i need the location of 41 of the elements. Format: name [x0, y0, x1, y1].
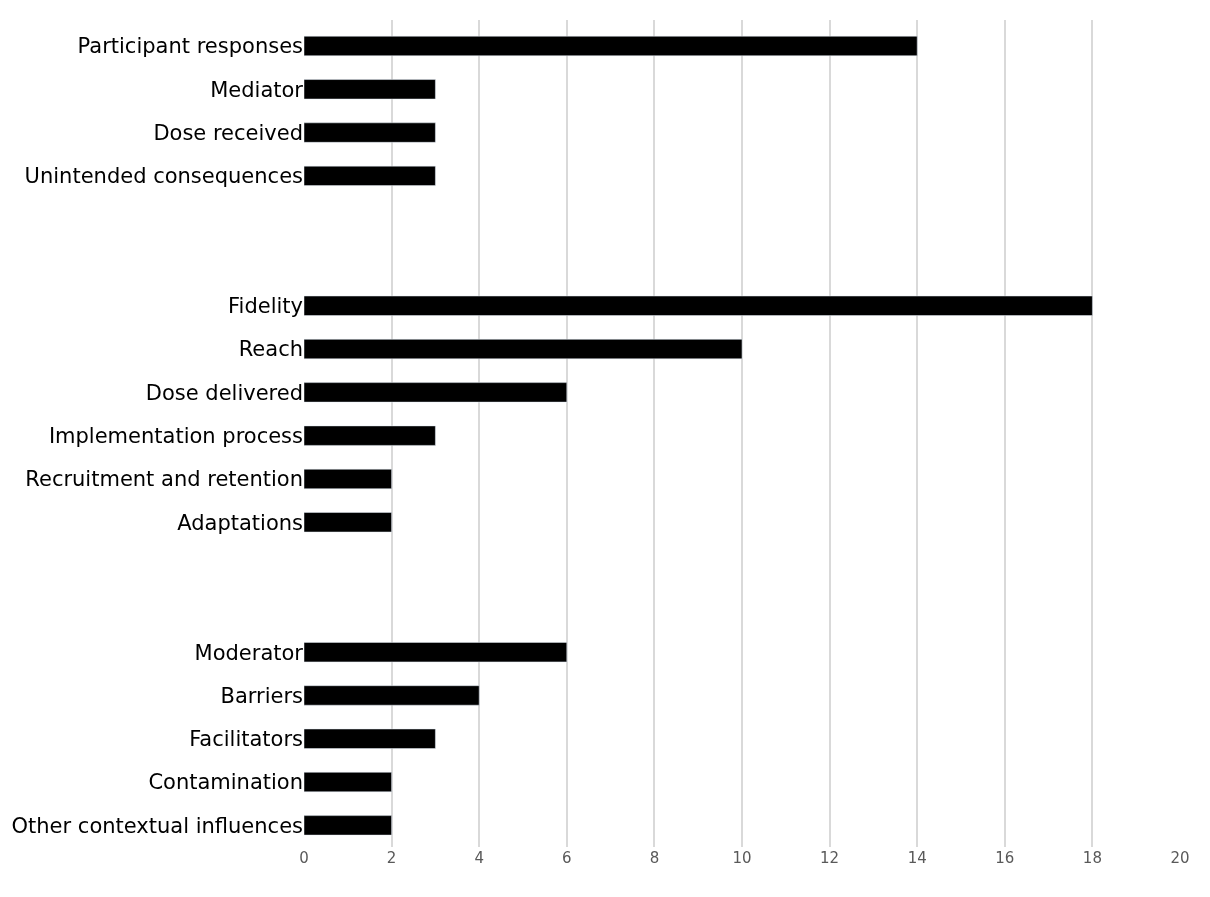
x-tick-label: 10: [732, 849, 752, 867]
bar: [304, 295, 1093, 316]
y-tick-label: Fidelity: [228, 294, 303, 319]
bar: [304, 35, 918, 56]
y-tick-label: Mediator: [210, 77, 304, 102]
x-tick-label: 6: [562, 849, 572, 867]
bar: [304, 165, 436, 186]
x-tick-label: 16: [995, 849, 1015, 867]
y-tick-label: Recruitment and retention: [25, 467, 303, 492]
x-tick-label: 8: [649, 849, 660, 867]
x-tick-label: 20: [1170, 849, 1190, 867]
x-tick-label: 18: [1082, 849, 1102, 867]
bar: [304, 468, 392, 489]
y-tick-label: Barriers: [220, 683, 303, 708]
y-tick-label: Reach: [238, 337, 303, 362]
bar: [304, 122, 436, 143]
bar: [304, 512, 392, 533]
bar: [304, 79, 436, 100]
bar: [304, 425, 436, 446]
x-tick-label: 2: [386, 849, 397, 867]
bar: [304, 339, 743, 360]
y-tick-label: Facilitators: [189, 727, 303, 752]
y-tick-label: Dose delivered: [145, 380, 303, 405]
y-tick-label: Contamination: [148, 770, 303, 795]
bar: [304, 642, 568, 663]
bar: [304, 382, 568, 403]
x-tick-label: 14: [907, 849, 927, 867]
x-tick-label: 4: [474, 849, 484, 867]
y-tick-label: Other contextual influences: [11, 813, 303, 838]
y-tick-label: Participant responses: [77, 34, 303, 59]
bar: [304, 728, 436, 749]
bar: [304, 685, 480, 706]
y-tick-label: Dose received: [153, 120, 303, 145]
y-tick-label: Moderator: [194, 640, 304, 665]
bar: [304, 815, 392, 836]
x-tick-label: 0: [299, 849, 309, 867]
x-tick-label: 12: [820, 849, 840, 867]
bar: [304, 772, 392, 793]
y-tick-label: Unintended consequences: [24, 164, 303, 189]
y-tick-label: Implementation process: [48, 424, 303, 449]
y-tick-label: Adaptations: [177, 510, 303, 535]
